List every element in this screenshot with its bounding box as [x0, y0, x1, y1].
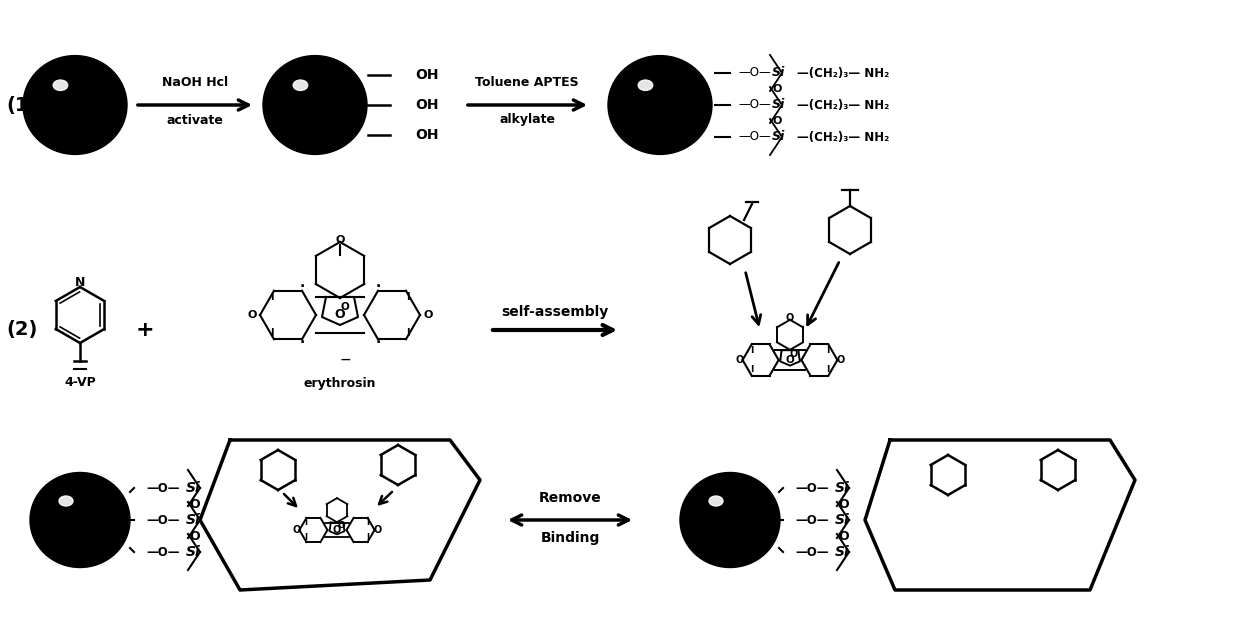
- Text: I: I: [826, 366, 830, 374]
- Ellipse shape: [680, 473, 780, 567]
- Text: O: O: [293, 525, 301, 535]
- Text: O: O: [341, 302, 350, 312]
- Text: O: O: [838, 529, 849, 542]
- Text: Si: Si: [773, 130, 785, 144]
- Text: OH: OH: [415, 98, 439, 112]
- Text: ·: ·: [376, 280, 381, 294]
- Text: erythrosin: erythrosin: [304, 376, 376, 389]
- Text: NaOH Hcl: NaOH Hcl: [162, 76, 228, 90]
- Text: O: O: [332, 525, 341, 535]
- Ellipse shape: [53, 80, 68, 90]
- Text: O: O: [423, 310, 433, 320]
- Text: O: O: [190, 497, 201, 510]
- Text: O: O: [773, 116, 781, 126]
- Text: I: I: [367, 518, 370, 527]
- Text: Si: Si: [835, 545, 849, 559]
- Text: —: —: [340, 355, 350, 365]
- Text: I: I: [305, 518, 308, 527]
- Ellipse shape: [293, 80, 308, 90]
- Text: —O—: —O—: [738, 66, 771, 80]
- Text: Si: Si: [773, 98, 785, 112]
- Text: O: O: [786, 313, 794, 323]
- Text: —O—: —O—: [146, 545, 180, 559]
- Ellipse shape: [639, 80, 652, 90]
- Text: self-assembly: self-assembly: [501, 305, 609, 319]
- Text: I: I: [270, 328, 274, 338]
- Text: O: O: [838, 497, 849, 510]
- Text: O: O: [773, 84, 781, 94]
- Text: —O—: —O—: [795, 482, 828, 495]
- Text: —O—: —O—: [146, 514, 180, 527]
- Text: ·: ·: [299, 336, 305, 350]
- Text: O: O: [337, 520, 345, 529]
- Text: N: N: [74, 277, 86, 290]
- Text: Si: Si: [186, 481, 201, 495]
- Text: I: I: [367, 533, 370, 542]
- Text: Toluene APTES: Toluene APTES: [475, 76, 579, 90]
- Text: O: O: [190, 529, 201, 542]
- Text: Si: Si: [835, 481, 849, 495]
- Text: (1): (1): [6, 95, 37, 115]
- Text: —O—: —O—: [738, 130, 771, 144]
- Text: O: O: [335, 308, 345, 322]
- Text: alkylate: alkylate: [498, 113, 556, 127]
- Text: ·: ·: [376, 336, 381, 350]
- Text: O: O: [335, 235, 345, 245]
- Text: —O—: —O—: [795, 514, 828, 527]
- Text: Si: Si: [186, 545, 201, 559]
- Text: I: I: [750, 366, 754, 374]
- Text: O: O: [373, 525, 382, 535]
- Text: O: O: [836, 355, 844, 365]
- Text: O: O: [247, 310, 257, 320]
- Text: Si: Si: [773, 66, 785, 80]
- Ellipse shape: [30, 473, 130, 567]
- Text: I: I: [407, 292, 409, 302]
- Ellipse shape: [60, 496, 73, 506]
- Ellipse shape: [24, 56, 126, 154]
- Text: Binding: Binding: [541, 531, 600, 545]
- Text: +: +: [135, 320, 154, 340]
- Text: I: I: [305, 533, 308, 542]
- Text: ·: ·: [299, 280, 305, 294]
- Text: I: I: [826, 345, 830, 355]
- Text: —(CH₂)₃— NH₂: —(CH₂)₃— NH₂: [797, 130, 889, 144]
- Text: 4-VP: 4-VP: [64, 376, 95, 389]
- Text: O: O: [786, 355, 795, 365]
- Text: —(CH₂)₃— NH₂: —(CH₂)₃— NH₂: [797, 66, 889, 80]
- Text: Remove: Remove: [538, 491, 601, 505]
- Text: OH: OH: [415, 68, 439, 82]
- Text: Si: Si: [186, 513, 201, 527]
- Text: (2): (2): [6, 320, 37, 339]
- Text: —O—: —O—: [795, 545, 828, 559]
- Text: I: I: [270, 292, 274, 302]
- Ellipse shape: [263, 56, 367, 154]
- Text: —O—: —O—: [738, 98, 771, 112]
- Text: —O—: —O—: [146, 482, 180, 495]
- Text: O: O: [790, 349, 799, 359]
- Text: OH: OH: [415, 128, 439, 142]
- Ellipse shape: [608, 56, 712, 154]
- Text: I: I: [750, 345, 754, 355]
- Text: —(CH₂)₃— NH₂: —(CH₂)₃— NH₂: [797, 98, 889, 112]
- Text: Si: Si: [835, 513, 849, 527]
- Ellipse shape: [709, 496, 723, 506]
- Text: O: O: [735, 355, 744, 365]
- Text: activate: activate: [166, 113, 223, 127]
- Text: I: I: [407, 328, 409, 338]
